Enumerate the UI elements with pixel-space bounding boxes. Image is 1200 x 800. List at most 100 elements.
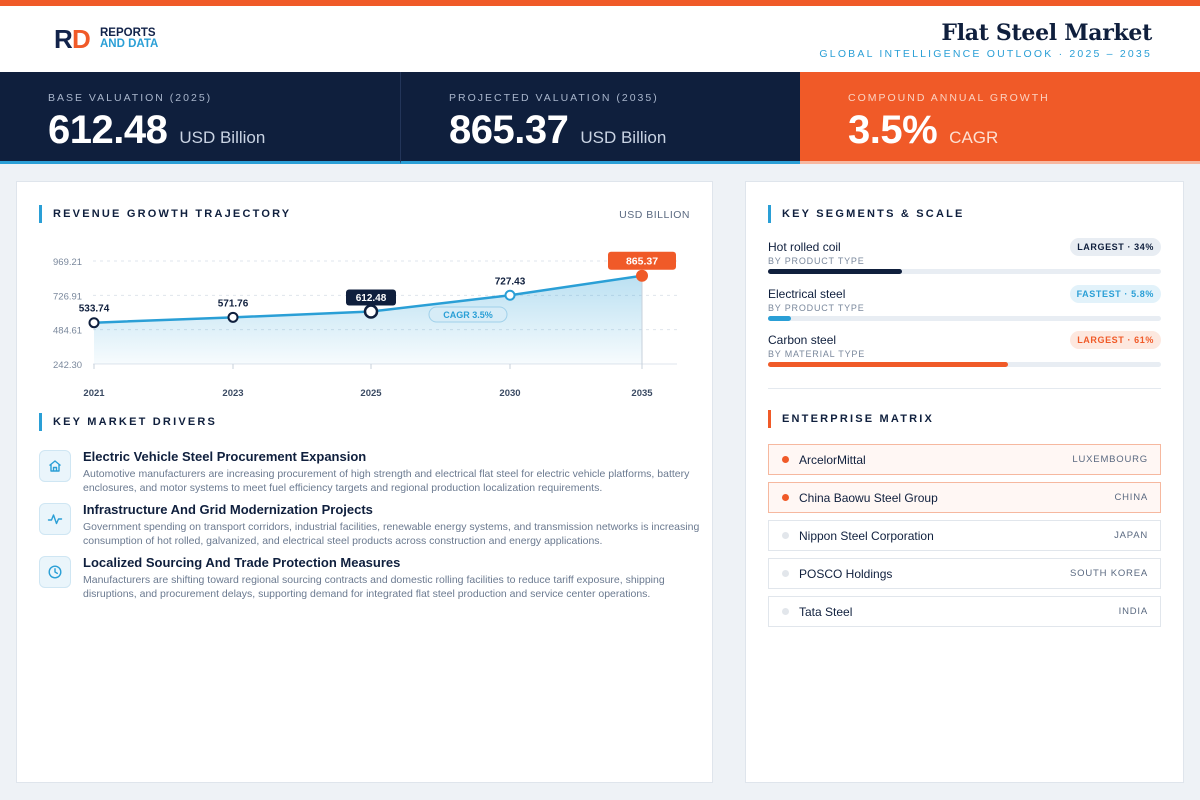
y-tick-label: 242.30	[53, 360, 82, 371]
segment-badge: FASTEST · 5.8%	[1069, 285, 1161, 303]
kpi-projected-valuation: PROJECTED VALUATION (2035) 865.37 USD Bi…	[400, 72, 800, 164]
enterprise-country: JAPAN	[1114, 530, 1148, 541]
segment-share-fill	[768, 362, 1008, 367]
y-tick-label: 726.91	[53, 291, 82, 302]
kpi-value: 3.5%	[848, 108, 938, 152]
cagr-pill-label: CAGR 3.5%	[443, 310, 493, 320]
data-label: 865.37	[626, 256, 658, 268]
driver-description: Automotive manufacturers are increasing …	[83, 468, 690, 494]
value-badge	[346, 289, 396, 306]
value-badge	[608, 251, 676, 270]
chart-unit-label: USD BILLION	[619, 209, 690, 221]
segment-category: BY MATERIAL TYPE	[768, 349, 865, 359]
enterprise-country: CHINA	[1114, 492, 1148, 503]
enterprise-name: Nippon Steel Corporation	[799, 528, 934, 543]
status-dot	[782, 570, 789, 577]
left-panel: REVENUE GROWTH TRAJECTORY USD BILLION 96…	[16, 181, 713, 783]
enterprise-row[interactable]: China Baowu Steel Group CHINA	[768, 482, 1161, 513]
x-tick-label: 2023	[222, 388, 243, 399]
cagr-pill	[428, 306, 508, 323]
section-accent-bar	[39, 205, 42, 223]
driver-title: Localized Sourcing And Trade Protection …	[83, 555, 401, 570]
enterprise-row[interactable]: Nippon Steel Corporation JAPAN	[768, 520, 1161, 551]
segment-share-fill	[768, 269, 902, 274]
trajectory-title: REVENUE GROWTH TRAJECTORY	[53, 208, 292, 220]
chart-area-group	[94, 275, 643, 364]
logo-line-2: AND DATA	[100, 38, 159, 50]
data-point	[88, 317, 100, 329]
segment-share-track	[768, 316, 1161, 321]
section-accent-bar	[768, 205, 771, 223]
status-dot	[782, 608, 789, 615]
enterprise-title: ENTERPRISE MATRIX	[782, 413, 935, 425]
enterprise-country: INDIA	[1118, 606, 1148, 617]
kpi-unit: CAGR	[949, 128, 999, 147]
y-tick-label: 969.21	[53, 257, 82, 268]
x-tick-label: 2021	[83, 388, 105, 399]
drivers-title: KEY MARKET DRIVERS	[53, 416, 218, 428]
data-point	[363, 304, 379, 319]
segment-category: BY PRODUCT TYPE	[768, 256, 865, 266]
status-dot	[782, 532, 789, 539]
kpi-value: 865.37	[449, 108, 569, 152]
segments-title: KEY SEGMENTS & SCALE	[782, 208, 965, 220]
segment-name: Hot rolled coil	[768, 240, 841, 254]
kpi-label: PROJECTED VALUATION (2035)	[449, 92, 659, 104]
driver-title: Infrastructure And Grid Modernization Pr…	[83, 502, 373, 517]
section-accent-bar	[39, 413, 42, 431]
enterprise-section-header: ENTERPRISE MATRIX	[768, 410, 934, 428]
segment-badge: LARGEST · 34%	[1070, 238, 1161, 256]
revenue-trajectory-chart: 969.21 726.91 484.61 242.30 2021 2023 2025 2030…	[53, 251, 677, 399]
kpi-label: BASE VALUATION (2025)	[48, 92, 213, 104]
x-tick-label: 2035	[631, 388, 653, 399]
data-label: 612.48	[356, 293, 387, 304]
page-title: Flat Steel Market	[941, 20, 1152, 46]
enterprise-country: LUXEMBOURG	[1072, 454, 1148, 465]
driver-description: Manufacturers are shifting toward region…	[83, 574, 665, 600]
enterprise-name: China Baowu Steel Group	[799, 490, 938, 505]
trajectory-section-header: REVENUE GROWTH TRAJECTORY	[39, 205, 291, 223]
x-tick-label: 2030	[499, 388, 520, 399]
driver-description: Government spending on transport corrido…	[83, 521, 700, 547]
data-label: 533.74	[79, 304, 110, 315]
kpi-label: COMPOUND ANNUAL GROWTH	[848, 92, 1050, 104]
enterprise-name: ArcelorMittal	[799, 452, 866, 467]
right-panel: KEY SEGMENTS & SCALE Hot rolled coil BY …	[745, 181, 1184, 783]
clock-icon	[39, 556, 71, 588]
chart-labels: 533.74 571.76 612.48 727.43 865.37	[79, 251, 676, 315]
kpi-base-valuation: BASE VALUATION (2025) 612.48 USD Billion	[0, 72, 400, 164]
enterprise-row[interactable]: ArcelorMittal LUXEMBOURG	[768, 444, 1161, 475]
section-accent-bar	[768, 410, 771, 428]
segment-name: Electrical steel	[768, 287, 846, 301]
kpi-value: 612.48	[48, 108, 168, 152]
chart-area	[94, 275, 642, 364]
enterprise-row[interactable]: Tata Steel INDIA	[768, 596, 1161, 627]
segment-share-fill	[768, 316, 791, 321]
home-icon	[39, 450, 71, 482]
segment-share-track	[768, 362, 1161, 367]
kpi-unit: USD Billion	[580, 128, 667, 147]
segment-name: Carbon steel	[768, 333, 837, 347]
segment-category: BY PRODUCT TYPE	[768, 303, 865, 313]
data-point	[636, 269, 648, 282]
enterprise-country: SOUTH KOREA	[1070, 568, 1148, 579]
pulse-icon	[39, 503, 71, 535]
page-subtitle: GLOBAL INTELLIGENCE OUTLOOK · 2025 – 203…	[819, 48, 1152, 60]
data-label: 727.43	[495, 276, 526, 287]
status-dot	[782, 494, 789, 501]
y-tick-label: 484.61	[53, 326, 82, 337]
driver-title: Electric Vehicle Steel Procurement Expan…	[83, 449, 367, 464]
x-tick-label: 2025	[360, 388, 382, 399]
kpi-cagr: COMPOUND ANNUAL GROWTH 3.5% CAGR	[800, 72, 1200, 164]
kpi-unit: USD Billion	[179, 128, 266, 147]
enterprise-row[interactable]: POSCO Holdings SOUTH KOREA	[768, 558, 1161, 589]
status-dot	[782, 456, 789, 463]
data-point	[504, 289, 516, 301]
segment-badge: LARGEST · 61%	[1070, 331, 1161, 349]
section-divider	[768, 388, 1161, 389]
enterprise-name: Tata Steel	[799, 604, 853, 619]
cagr-pill-group: CAGR 3.5%	[428, 306, 508, 323]
